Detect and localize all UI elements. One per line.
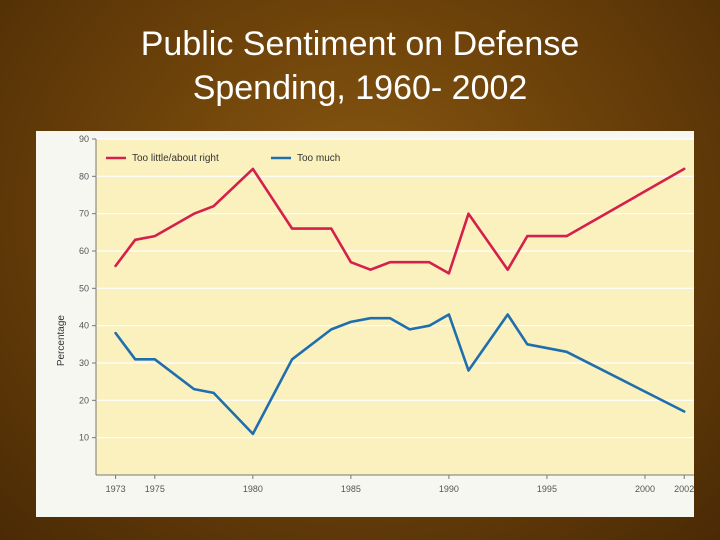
plot-area [96,139,694,475]
data-point-s1-1984 [330,328,333,331]
x-tick-label-1973: 1973 [106,484,126,494]
x-tick-label-1980: 1980 [243,484,263,494]
axes [92,138,694,479]
data-point-s0-1996 [565,235,568,237]
data-point-s1-1996 [565,350,568,353]
data-point-s0-1985 [349,261,352,264]
data-point-s0-1980 [251,167,254,170]
data-point-s1-1990 [448,313,450,316]
data-point-s0-1989 [428,261,431,264]
data-point-s1-1975 [153,358,156,361]
data-point-s0-1987 [389,261,391,264]
data-point-s0-1977 [193,212,195,215]
x-tick-label-2002: 2002 [674,484,694,494]
legend-label-1: Too much [297,153,340,164]
data-point-s0-1975 [153,235,156,237]
legend-label-0: Too little/about right [132,153,219,164]
data-point-s0-2002 [683,167,686,170]
data-point-s1-1974 [134,358,137,361]
data-point-s0-1990 [448,272,450,275]
data-point-s0-1991 [467,212,470,215]
y-tick-label-30: 30 [79,358,89,368]
data-point-s1-1987 [389,317,391,320]
y-tick-label-60: 60 [79,246,89,256]
y-tick-label-50: 50 [79,283,89,293]
data-point-s0-1988 [408,261,411,264]
data-point-s0-1974 [134,238,137,241]
x-tick-label-2000: 2000 [635,484,655,494]
data-point-s1-1986 [369,317,372,320]
data-point-s1-1978 [212,391,215,394]
y-tick-label-70: 70 [79,209,89,219]
y-tick-label-80: 80 [79,171,89,181]
legend: Too little/about right Too much [106,153,340,164]
slide-title: Public Sentiment on Defense Spending, 19… [0,22,720,110]
line-chart: 10 20 30 40 50 60 70 80 90 1973 1975 1980 1985 1990 19… [56,134,694,494]
x-tick-label-1985: 1985 [341,484,361,494]
data-point-s1-1980 [251,433,254,435]
slide-title-line-1: Public Sentiment on Defense [140,25,580,63]
y-tick-label-90: 90 [79,134,89,144]
tick-labels: 10 20 30 40 50 60 70 80 90 1973 1975 1980 1985 1990 19… [79,134,694,494]
data-point-s1-1988 [408,328,411,331]
chart-figure: 10 20 30 40 50 60 70 80 90 1973 1975 1980 1985 1990 19… [36,131,694,517]
data-point-s0-1994 [526,235,529,237]
data-point-s1-1985 [349,321,352,323]
series-lines [114,167,686,436]
slide-title-line-2: Spending, 1960- 2002 [192,69,528,107]
y-axis-label: Percentage [56,315,67,367]
data-point-s1-1973 [114,332,117,335]
data-point-s1-1982 [291,358,293,361]
x-tick-label-1975: 1975 [145,484,165,494]
data-point-s0-1993 [506,268,509,271]
y-tick-label-10: 10 [79,433,89,443]
data-point-s0-1986 [369,268,372,271]
data-point-s1-1993 [506,313,509,316]
data-point-s0-1984 [330,227,333,230]
y-tick-label-40: 40 [79,321,89,331]
data-point-s1-1977 [193,388,195,391]
data-point-s0-1982 [291,227,293,230]
x-tick-label-1990: 1990 [439,484,459,494]
data-point-s1-1991 [467,369,470,372]
data-point-s1-1994 [526,343,529,346]
data-point-s1-2002 [683,410,686,413]
data-point-s1-1989 [428,324,431,327]
data-point-s0-1973 [114,265,117,267]
data-point-s0-1978 [212,205,215,208]
x-tick-label-1995: 1995 [537,484,557,494]
y-tick-label-20: 20 [79,395,89,405]
